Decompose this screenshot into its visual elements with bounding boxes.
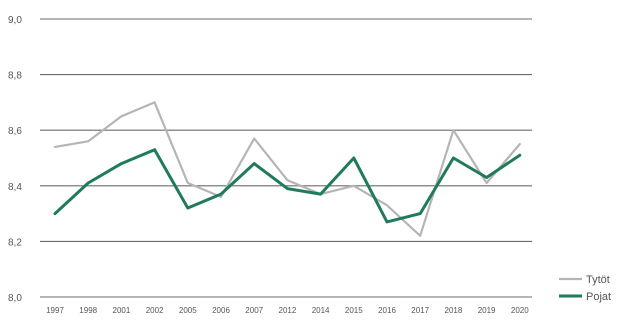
x-axis-ticks: 1997 1998 2001 2002 2005 2006 2007 2012 2014 2015… xyxy=(46,306,529,315)
y-tick-label: 9,0 xyxy=(8,15,22,26)
x-tick-label: 2019 xyxy=(478,306,496,315)
legend: Tytöt Pojat xyxy=(559,274,611,303)
x-tick-label: 2017 xyxy=(411,306,429,315)
x-tick-label: 2015 xyxy=(345,306,363,315)
legend-label: Pojat xyxy=(586,291,611,303)
x-tick-label: 2006 xyxy=(212,306,230,315)
y-tick-label: 8,2 xyxy=(8,237,22,248)
x-tick-label: 2014 xyxy=(312,306,330,315)
series-group xyxy=(53,101,522,237)
y-axis-ticks: 8,0 8,2 8,4 8,6 8,8 9,0 xyxy=(8,15,22,304)
y-tick-label: 8,0 xyxy=(8,293,22,304)
x-tick-label: 2020 xyxy=(511,306,529,315)
x-tick-label: 1997 xyxy=(46,306,64,315)
series-line-Tytöt xyxy=(53,101,521,237)
x-tick-label: 2007 xyxy=(245,306,263,315)
x-tick-label: 2005 xyxy=(179,306,197,315)
series-line-Pojat xyxy=(53,148,522,224)
grid xyxy=(40,18,532,298)
x-tick-label: 2001 xyxy=(113,306,131,315)
legend-label: Tytöt xyxy=(586,274,610,286)
y-tick-label: 8,4 xyxy=(8,182,22,193)
x-tick-label: 2012 xyxy=(279,306,297,315)
x-tick-label: 2016 xyxy=(378,306,396,315)
y-tick-label: 8,6 xyxy=(8,126,22,137)
y-tick-label: 8,8 xyxy=(8,71,22,82)
x-tick-label: 1998 xyxy=(79,306,97,315)
x-tick-label: 2002 xyxy=(146,306,164,315)
x-tick-label: 2018 xyxy=(445,306,463,315)
